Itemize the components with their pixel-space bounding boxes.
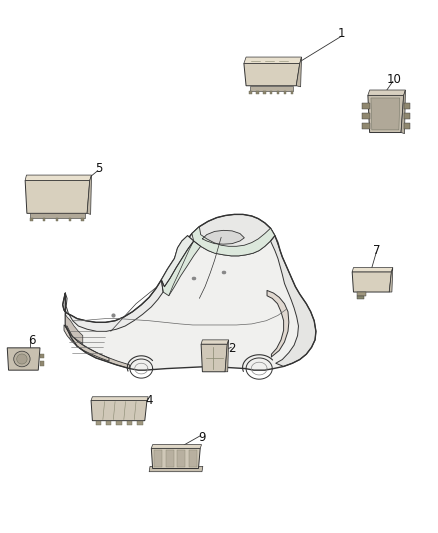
Polygon shape [371,98,400,130]
Polygon shape [7,348,40,370]
Polygon shape [202,230,244,244]
Text: 5: 5 [95,161,102,175]
Bar [166,450,174,467]
Bar [106,421,111,425]
Bar [30,217,32,221]
Bar [69,217,71,221]
Polygon shape [63,280,163,332]
Text: 1: 1 [338,27,345,40]
Polygon shape [25,175,92,180]
Polygon shape [352,268,393,272]
Polygon shape [91,400,147,421]
Bar [249,91,252,94]
Text: 10: 10 [386,73,401,86]
Polygon shape [65,314,83,344]
Bar [404,124,410,129]
Bar [357,292,366,296]
Bar [39,353,44,358]
Polygon shape [161,236,194,287]
Polygon shape [161,241,201,296]
Bar [138,421,143,425]
Bar [263,91,265,94]
Bar [177,450,185,467]
Text: 9: 9 [198,431,205,444]
Polygon shape [250,86,293,91]
Polygon shape [271,236,316,367]
Bar [362,114,370,119]
Ellipse shape [14,351,30,367]
Bar [362,103,370,109]
Polygon shape [65,326,130,368]
Bar [256,91,259,94]
Polygon shape [174,214,275,259]
Bar [95,421,101,425]
Bar [404,103,410,109]
Polygon shape [401,90,406,134]
Bar [39,361,44,366]
Bar [404,114,410,119]
Polygon shape [29,213,85,218]
Bar [270,91,272,94]
Polygon shape [91,397,148,400]
Bar [81,217,84,221]
Polygon shape [149,466,203,472]
Polygon shape [225,340,229,372]
Bar [154,450,162,467]
Text: 2: 2 [228,342,236,356]
Polygon shape [244,57,301,63]
Bar [277,91,279,94]
Bar [362,124,370,129]
Bar [357,296,364,300]
Polygon shape [352,272,392,292]
Polygon shape [368,95,404,133]
Polygon shape [296,57,301,87]
Ellipse shape [17,354,27,364]
Text: 4: 4 [145,394,153,407]
Bar [189,450,197,467]
Bar [43,217,46,221]
Polygon shape [151,448,200,469]
Polygon shape [151,445,201,448]
Polygon shape [389,268,393,292]
Polygon shape [267,290,289,357]
Polygon shape [25,180,90,213]
Bar [56,217,58,221]
Polygon shape [201,340,229,344]
Text: 7: 7 [373,244,381,257]
Bar [117,421,122,425]
Bar [127,421,132,425]
Polygon shape [63,214,316,370]
Polygon shape [64,325,109,361]
Bar [284,91,286,94]
Text: 6: 6 [28,334,36,348]
Polygon shape [201,344,227,372]
Polygon shape [244,63,300,86]
Polygon shape [368,90,406,95]
Polygon shape [192,227,275,256]
Bar [290,91,293,94]
Polygon shape [87,175,92,214]
